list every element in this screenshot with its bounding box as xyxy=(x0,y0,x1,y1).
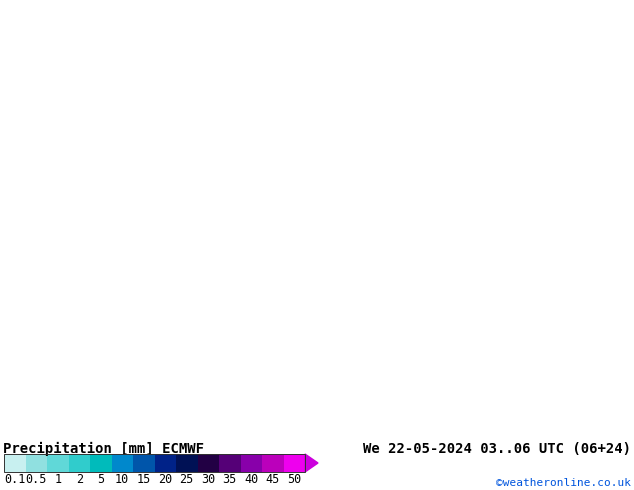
Text: 0.1: 0.1 xyxy=(4,473,25,486)
Bar xyxy=(25,454,47,472)
Text: 0.5: 0.5 xyxy=(25,473,47,486)
Bar xyxy=(68,454,90,472)
Bar xyxy=(4,454,25,472)
Bar xyxy=(112,454,133,472)
Bar xyxy=(133,454,155,472)
Text: 10: 10 xyxy=(115,473,129,486)
Text: 5: 5 xyxy=(97,473,105,486)
Polygon shape xyxy=(305,454,318,472)
Text: 35: 35 xyxy=(223,473,237,486)
Text: 30: 30 xyxy=(201,473,216,486)
Text: 20: 20 xyxy=(158,473,172,486)
Text: 40: 40 xyxy=(244,473,259,486)
Text: Precipitation [mm] ECMWF: Precipitation [mm] ECMWF xyxy=(3,442,204,456)
Bar xyxy=(240,454,262,472)
Bar xyxy=(155,454,176,472)
Bar xyxy=(198,454,219,472)
Text: We 22-05-2024 03..06 UTC (06+24): We 22-05-2024 03..06 UTC (06+24) xyxy=(363,442,631,456)
Text: 15: 15 xyxy=(136,473,151,486)
Bar xyxy=(47,454,68,472)
Bar xyxy=(219,454,240,472)
Text: 50: 50 xyxy=(287,473,301,486)
Text: ©weatheronline.co.uk: ©weatheronline.co.uk xyxy=(496,478,631,488)
Bar xyxy=(90,454,112,472)
Bar xyxy=(283,454,305,472)
Text: 45: 45 xyxy=(266,473,280,486)
Bar xyxy=(176,454,198,472)
Bar xyxy=(262,454,283,472)
Bar xyxy=(4,454,305,472)
Text: 2: 2 xyxy=(75,473,83,486)
Text: 1: 1 xyxy=(54,473,61,486)
Text: 25: 25 xyxy=(179,473,194,486)
